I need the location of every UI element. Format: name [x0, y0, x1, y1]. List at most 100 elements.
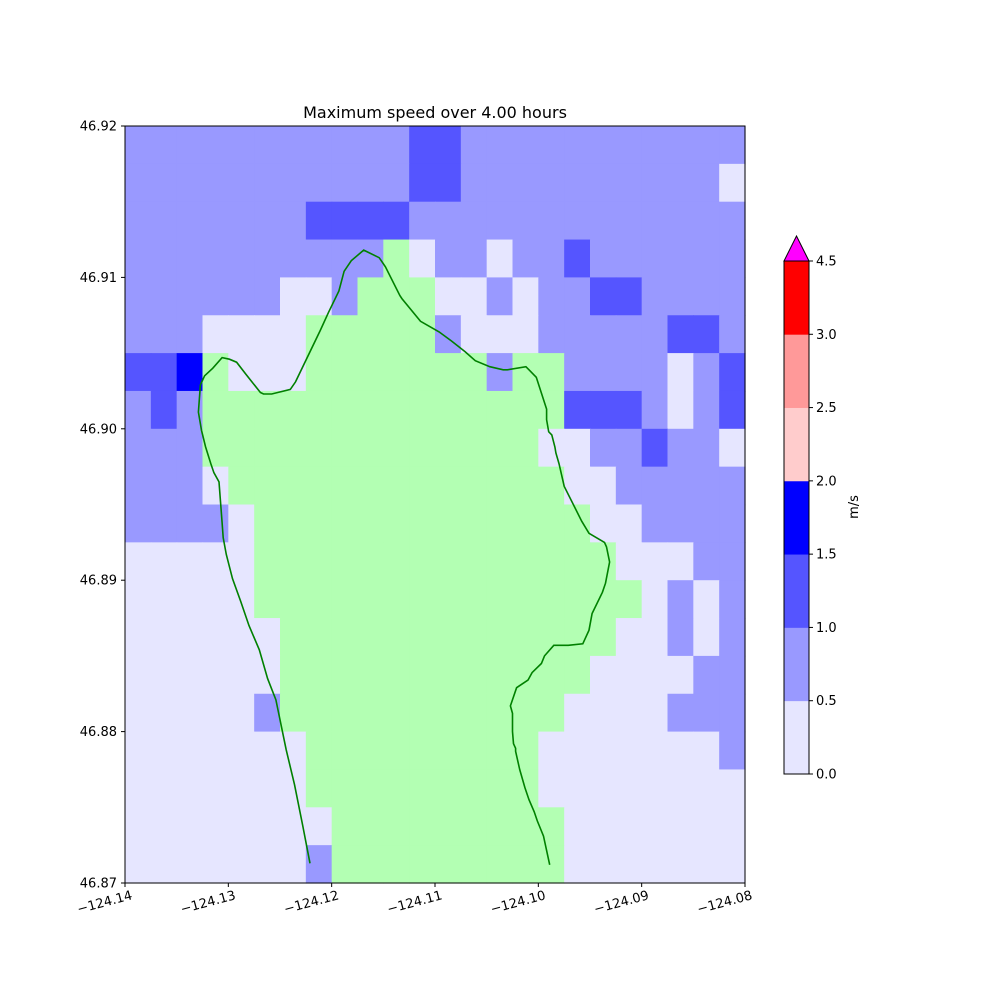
land-cell — [512, 504, 539, 543]
land-cell — [280, 504, 307, 543]
speed-cell — [228, 504, 255, 543]
land-cell — [331, 769, 359, 808]
speed-cell — [202, 163, 229, 203]
speed-cell — [125, 769, 152, 808]
land-cell — [512, 466, 539, 506]
colorbar-label: m/s — [847, 495, 862, 519]
speed-cell — [486, 315, 514, 354]
land-cell — [202, 428, 229, 468]
land-cell — [305, 353, 333, 392]
speed-cell — [641, 201, 669, 241]
speed-cell — [125, 618, 152, 657]
speed-cell — [305, 163, 333, 203]
speed-cell — [150, 466, 178, 506]
land-cell — [383, 769, 410, 808]
speed-cell — [228, 353, 255, 392]
y-tick-label: 46.88 — [80, 725, 117, 740]
land-cell — [409, 807, 436, 846]
land-cell — [409, 731, 436, 771]
speed-cell — [435, 163, 462, 203]
colorbar-frame — [783, 260, 810, 775]
land-cell — [305, 580, 333, 619]
land-cell — [409, 542, 436, 581]
land-cell — [512, 428, 539, 468]
land-cell — [305, 731, 333, 771]
colorbar-tick-label: 2.5 — [816, 401, 837, 416]
speed-cell — [176, 580, 204, 619]
speed-cell — [615, 428, 643, 468]
land-cell — [460, 655, 488, 695]
speed-cell — [590, 655, 617, 695]
land-cell — [383, 428, 410, 468]
speed-cell — [202, 126, 229, 165]
land-cell — [512, 618, 539, 657]
speed-cell — [254, 201, 281, 241]
land-cell — [305, 542, 333, 581]
speed-cell — [125, 315, 152, 354]
speed-cell — [719, 466, 746, 506]
speed-cell — [641, 390, 669, 430]
land-cell — [409, 390, 436, 430]
speed-cell — [693, 390, 720, 430]
land-cell — [280, 390, 307, 430]
speed-cell — [538, 769, 565, 808]
land-cell — [331, 580, 359, 619]
land-cell — [357, 353, 384, 392]
speed-cell — [228, 731, 255, 771]
speed-cell — [383, 163, 410, 203]
land-cell — [538, 580, 565, 619]
colorbar-tick-label: 4.5 — [816, 255, 837, 270]
speed-cell — [693, 428, 720, 468]
speed-cell — [538, 277, 565, 316]
land-cell — [486, 693, 514, 733]
land-cell — [331, 504, 359, 543]
speed-cell — [641, 504, 669, 543]
speed-cell — [667, 277, 694, 316]
speed-cell — [254, 845, 281, 884]
speed-cell — [409, 201, 436, 241]
speed-cell — [435, 239, 462, 278]
land-cell — [435, 466, 462, 506]
land-cell — [357, 731, 384, 771]
speed-cell — [590, 353, 617, 392]
land-cell — [486, 466, 514, 506]
land-cell — [357, 807, 384, 846]
speed-cell — [305, 845, 333, 884]
land-cell — [383, 655, 410, 695]
speed-cell — [641, 466, 669, 506]
land-cell — [435, 504, 462, 543]
speed-cell — [590, 390, 617, 430]
x-tick-label: −124.11 — [386, 888, 444, 917]
speed-cell — [693, 769, 720, 808]
colorbar-segment — [784, 480, 809, 555]
land-cell — [486, 580, 514, 619]
speed-cell — [125, 277, 152, 316]
speed-cell — [564, 731, 591, 771]
speed-cell — [590, 201, 617, 241]
land-cell — [409, 580, 436, 619]
speed-cell — [564, 769, 591, 808]
speed-cell — [228, 542, 255, 581]
speed-cell — [125, 731, 152, 771]
land-cell — [409, 618, 436, 657]
land-cell — [512, 693, 539, 733]
speed-cell — [357, 126, 384, 165]
land-cell — [331, 618, 359, 657]
speed-cell — [486, 126, 514, 165]
speed-cell — [719, 693, 746, 733]
land-cell — [383, 277, 410, 316]
speed-cell — [564, 353, 591, 392]
speed-cell — [641, 807, 669, 846]
speed-cell — [693, 239, 720, 278]
land-cell — [512, 731, 539, 771]
speed-cell — [125, 353, 152, 392]
colorbar-tick-label: 2.0 — [816, 474, 837, 489]
speed-cell — [125, 580, 152, 619]
speed-cell — [280, 807, 307, 846]
land-cell — [409, 693, 436, 733]
speed-cell — [254, 731, 281, 771]
land-cell — [512, 353, 539, 392]
speed-cell — [641, 353, 669, 392]
land-cell — [435, 618, 462, 657]
speed-cell — [667, 201, 694, 241]
